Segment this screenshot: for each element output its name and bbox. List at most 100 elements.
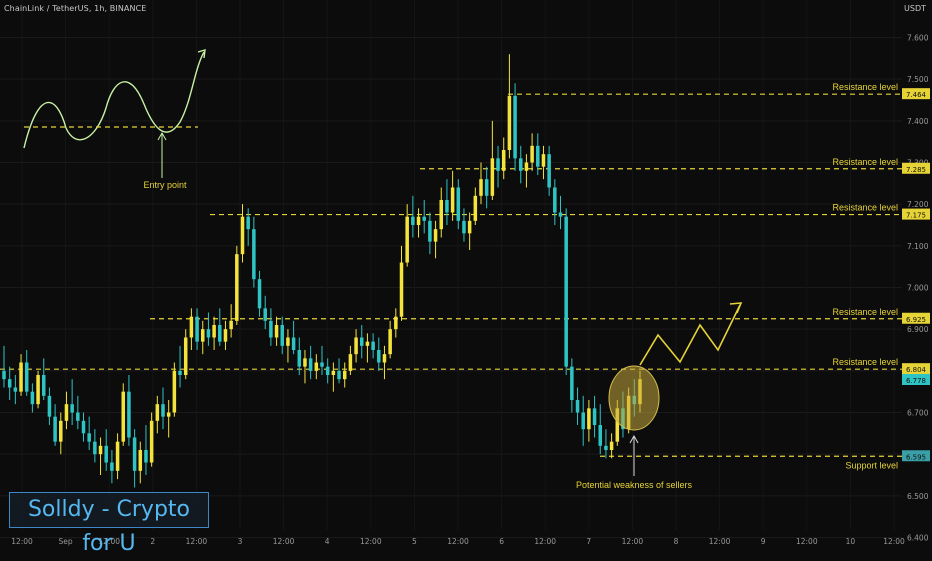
candle-body (348, 354, 353, 371)
x-tick-label: 12:00 (883, 537, 905, 546)
candle-body (462, 220, 466, 234)
candle-body (189, 316, 194, 338)
x-tick-label: 12:00 (447, 537, 469, 546)
candle-body (433, 229, 438, 242)
candle-body (195, 316, 199, 342)
level-price-tag-text: 7.175 (906, 212, 926, 220)
candle-body (473, 195, 478, 221)
level-price-tag (902, 450, 930, 462)
candle-body (359, 337, 364, 346)
candle-body (405, 216, 409, 263)
current-price-tag-text: 6.778 (906, 377, 926, 385)
resistance-level-label: Resistance level (832, 203, 898, 213)
candle-body (615, 408, 620, 442)
current-price-tag (902, 374, 930, 385)
candle-body (172, 370, 177, 413)
candle-body (513, 95, 517, 159)
y-tick-label: 6.900 (907, 325, 929, 334)
entry-curve (23, 51, 205, 149)
y-tick-label: 6.400 (907, 534, 929, 543)
candle-body (53, 416, 57, 442)
candle-body (200, 329, 205, 342)
x-tick-label: 12:00 (709, 537, 731, 546)
candle-body (445, 200, 449, 213)
candle-body (411, 216, 415, 225)
level-price-tag-text: 6.925 (906, 316, 926, 324)
candles-layer (2, 54, 642, 488)
candle-body (76, 412, 80, 421)
x-tick-label: 7 (586, 537, 591, 546)
candle-body (206, 329, 211, 338)
candle-body (13, 387, 18, 392)
y-tick-label: 6.500 (907, 492, 929, 501)
candle-body (303, 358, 307, 367)
candle-body (331, 370, 336, 375)
candle-body (235, 254, 239, 321)
candle-body (394, 316, 398, 330)
level-price-tag (902, 312, 930, 324)
candle-body (536, 145, 540, 167)
candle-body (325, 366, 330, 375)
candle-body (41, 375, 46, 396)
x-tick-label: 12:00 (360, 537, 382, 546)
candle-body (166, 412, 171, 417)
weakness-ellipse (608, 365, 660, 431)
candle-body (30, 391, 35, 405)
x-tick-label: 6 (499, 537, 504, 546)
candle-body (98, 445, 103, 455)
x-tick-label: 12:00 (11, 537, 33, 546)
candle-body (377, 350, 381, 363)
x-tick-label: Sep (59, 537, 73, 546)
brand-watermark: Solldy - Crypto for U (9, 492, 209, 556)
candle-body (291, 337, 296, 350)
x-tick-label: 12:00 (273, 537, 295, 546)
x-tick-label: 3 (238, 537, 243, 546)
candle-body (456, 187, 461, 221)
candle-body (354, 337, 358, 355)
resistance-level-label: Resistance level (832, 82, 898, 92)
y-tick-label: 7.000 (907, 284, 929, 293)
candle-body (178, 370, 182, 375)
candle-body (70, 404, 74, 413)
level-price-tag-text: 6.804 (906, 366, 927, 374)
candle-body (337, 370, 341, 380)
candle-body (286, 337, 290, 346)
candle-body (110, 462, 114, 471)
x-tick-label: 8 (674, 537, 679, 546)
candle-body (592, 408, 597, 425)
candle-body (598, 425, 603, 446)
candle-body (81, 420, 86, 434)
currency-label: USDT (904, 4, 926, 13)
candle-body (246, 216, 250, 230)
candle-body (609, 441, 614, 450)
candle-body (212, 325, 216, 338)
candle-body (422, 216, 426, 221)
candle-body (115, 441, 120, 471)
x-axis: 12:00 Sep 12:00 2 12:00 3 12:00 4 12:00 5 12:00 6 12… (11, 537, 905, 546)
candle-body (541, 154, 546, 167)
level-price-tag (902, 162, 930, 174)
candle-body (138, 450, 143, 471)
candle-body (19, 362, 23, 392)
candle-body (450, 187, 455, 213)
candle-body (479, 179, 483, 196)
candle-body (144, 450, 148, 463)
candle-body (280, 325, 285, 346)
x-tick-label: 4 (325, 537, 330, 546)
x-tick-label: 9 (761, 537, 766, 546)
candle-body (64, 404, 69, 421)
level-lines-layer: Resistance level Resistance level Resistan… (0, 82, 902, 470)
candle-body (24, 362, 29, 392)
candle-body (93, 441, 97, 455)
candle-body (547, 154, 551, 188)
annotations-layer: Entry point Potential weakness of sellers (23, 49, 743, 490)
candle-body (342, 370, 347, 380)
grid-layer (0, 37, 902, 538)
candle-body (7, 379, 12, 388)
candle-body (564, 216, 568, 367)
level-price-tag-text: 6.595 (906, 453, 926, 461)
candle-body (575, 400, 580, 413)
resistance-level-label: Resistance level (832, 357, 898, 367)
